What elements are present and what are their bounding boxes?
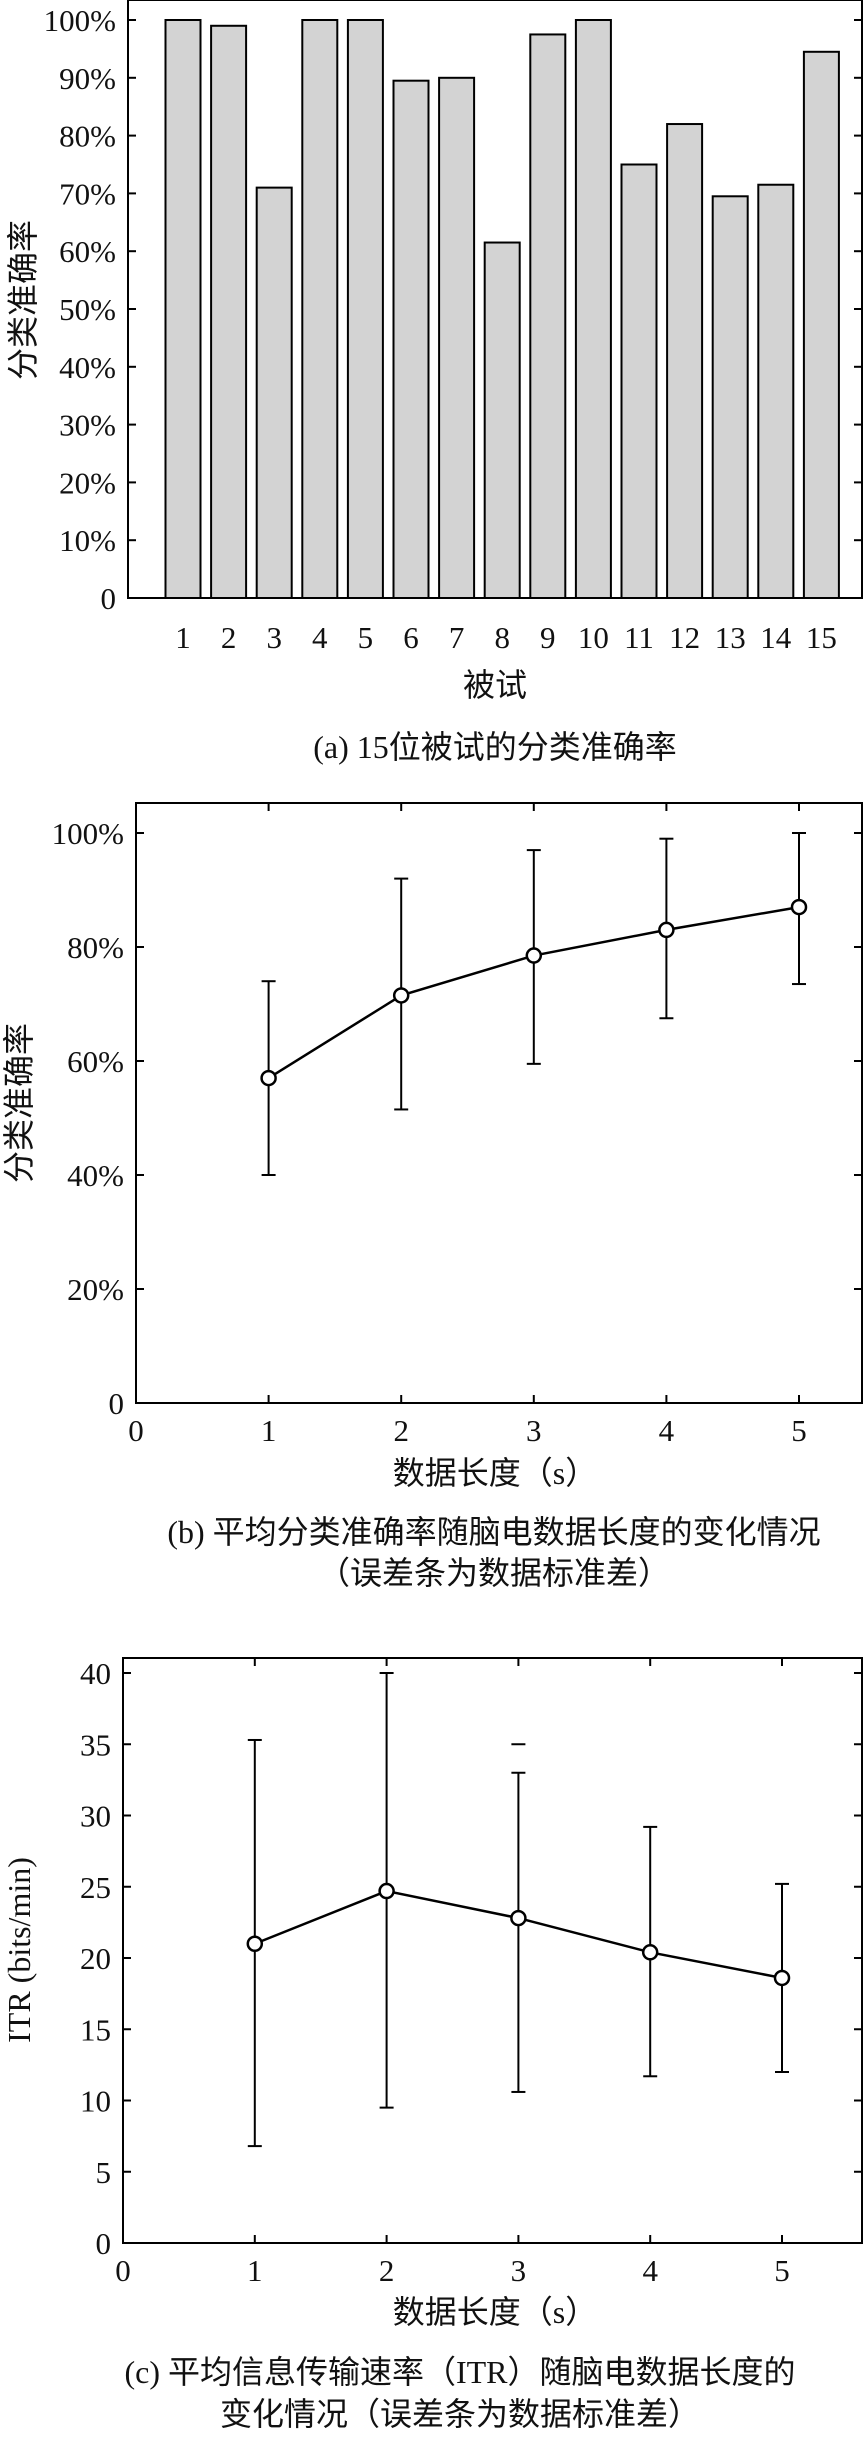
bar-10 <box>574 19 612 599</box>
bar-2 <box>210 24 248 599</box>
x-tick-label: 12 <box>669 620 700 655</box>
x-tick-label: 10 <box>578 620 609 655</box>
chart-b-y-tick-label: 40% <box>67 1158 124 1193</box>
chart-c-caption-line2: 变化情况（误差条为数据标准差） <box>220 2396 700 2432</box>
bar-13 <box>711 195 749 599</box>
x-tick-label: 9 <box>540 620 556 655</box>
y-tick-label: 80% <box>59 119 116 154</box>
chart-b-xlabel: 数据长度（s） <box>393 1455 597 1491</box>
x-tick-label: 3 <box>266 620 282 655</box>
x-tick-label: 6 <box>403 620 419 655</box>
chart-c-y-tick-label: 25 <box>80 1870 111 1905</box>
chart-c-y-tick-label: 35 <box>80 1727 111 1762</box>
chart-b-x-tick-label: 0 <box>128 1413 144 1448</box>
bar-3 <box>255 186 293 599</box>
chart-b-point <box>260 1069 277 1087</box>
chart-c-y-tick-label: 40 <box>80 1656 111 1691</box>
chart-c-x-tick-label: 3 <box>511 2253 527 2288</box>
y-tick-label: 70% <box>59 176 116 211</box>
chart-c-x-tick-label: 5 <box>774 2253 790 2288</box>
chart-a-caption: (a) 15位被试的分类准确率 <box>313 729 677 765</box>
chart-b-y-tick-label: 80% <box>67 930 124 965</box>
chart-c-point <box>378 1882 395 1900</box>
bar-8 <box>483 241 521 599</box>
chart-b-frame <box>135 802 863 1404</box>
chart-c-point <box>773 1969 791 1987</box>
chart-c-y-tick-label: 5 <box>96 2155 112 2190</box>
chart-b-x-tick-label: 3 <box>526 1413 542 1448</box>
y-tick-label: 50% <box>59 292 116 327</box>
x-tick-label: 13 <box>715 620 746 655</box>
x-tick-label: 14 <box>760 620 792 655</box>
bar-11 <box>620 163 658 599</box>
chart-c-y-tick-label: 30 <box>80 1799 111 1834</box>
chart-c-y-tick-label: 0 <box>96 2226 112 2261</box>
bar-9 <box>529 33 567 599</box>
x-tick-label: 4 <box>312 620 328 655</box>
bar-6 <box>392 79 430 599</box>
bar-12 <box>666 123 704 599</box>
chart-c-caption-line1: (c) 平均信息传输速率（ITR）随脑电数据长度的 <box>124 2354 795 2390</box>
chart-b-y-tick-label: 60% <box>67 1044 124 1079</box>
chart-b-caption-line1: (b) 平均分类准确率随脑电数据长度的变化情况 <box>167 1514 820 1550</box>
chart-c-y-tick-label: 10 <box>80 2084 111 2119</box>
bar-15 <box>802 50 840 600</box>
chart-b-point <box>525 947 543 964</box>
chart-b-point <box>392 987 410 1004</box>
chart-a-xlabel: 被试 <box>463 667 527 703</box>
chart-b-y-tick-label: 0 <box>109 1386 125 1421</box>
x-tick-label: 2 <box>221 620 237 655</box>
chart-c: 0 1 2 3 4 5 0 5 10 15 20 25 30 35 40 数据长度（s） ITR (bits… <box>1 1656 863 2432</box>
chart-b-y-tick-label: 20% <box>67 1272 124 1307</box>
chart-b-ylabel: 分类准确率 <box>1 1023 37 1183</box>
bar-14 <box>757 183 795 599</box>
chart-c-xlabel: 数据长度（s） <box>393 2294 597 2330</box>
chart-c-x-tick-label: 2 <box>379 2253 395 2288</box>
chart-b-x-tick-label: 1 <box>261 1413 277 1448</box>
chart-c-x-tick-label: 1 <box>247 2253 263 2288</box>
x-tick-label: 8 <box>494 620 510 655</box>
chart-c-y-tick-label: 15 <box>80 2012 111 2047</box>
chart-b-x-tick-label: 2 <box>393 1413 409 1448</box>
chart-b-y-tick-label: 100% <box>52 816 124 851</box>
chart-c-x-tick-label: 4 <box>642 2253 658 2288</box>
bar-4 <box>301 19 339 599</box>
chart-b: 0 1 2 3 4 5 0 20% 40% 60% 80% 100% 数据长度（s） 分类准确率 (b… <box>1 802 863 1591</box>
chart-b-caption-line2: （误差条为数据标准差） <box>318 1555 670 1591</box>
y-tick-label: 60% <box>59 234 116 269</box>
y-tick-label: 20% <box>59 465 116 500</box>
x-tick-label: 15 <box>806 620 837 655</box>
chart-a-ylabel: 分类准确率 <box>5 220 41 380</box>
y-tick-label: 10% <box>59 523 116 558</box>
chart-b-point <box>658 921 675 939</box>
chart-c-point <box>641 1944 659 1961</box>
x-tick-label: 5 <box>358 620 374 655</box>
y-tick-label: 30% <box>59 408 116 443</box>
x-tick-label: 1 <box>175 620 191 655</box>
chart-c-point <box>246 1935 264 1952</box>
bar-1 <box>164 19 202 599</box>
chart-a: 1 2 3 4 5 6 7 8 9 10 11 12 13 14 15010%20%30%40%50%60%… <box>5 0 863 765</box>
x-tick-label: 11 <box>624 620 654 655</box>
chart-c-point <box>510 1909 527 1927</box>
chart-b-x-tick-label: 5 <box>791 1413 807 1448</box>
y-tick-label: 0 <box>101 581 117 616</box>
y-tick-label: 100% <box>44 3 116 38</box>
bar-5 <box>346 19 384 599</box>
y-tick-label: 40% <box>59 350 116 385</box>
bar-7 <box>438 76 476 600</box>
chart-c-y-tick-label: 20 <box>80 1941 111 1976</box>
y-tick-label: 90% <box>59 61 116 96</box>
chart-b-point <box>790 898 808 916</box>
chart-c-frame <box>122 1657 863 2244</box>
chart-c-x-tick-label: 0 <box>115 2253 131 2288</box>
chart-b-x-tick-label: 4 <box>659 1413 675 1448</box>
x-tick-label: 7 <box>449 620 465 655</box>
chart-c-ylabel: ITR (bits/min) <box>1 1857 37 2043</box>
